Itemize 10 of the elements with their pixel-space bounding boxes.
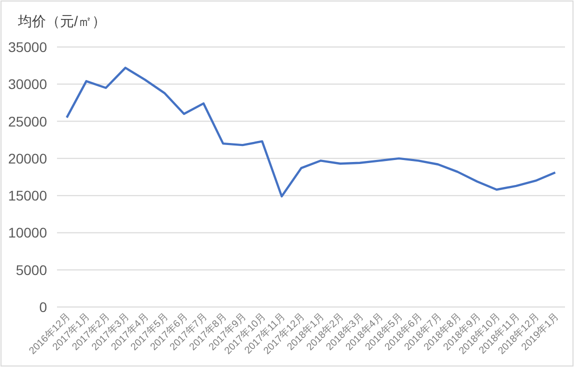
y-tick-label: 30000 <box>8 76 48 92</box>
y-tick-label: 15000 <box>8 188 48 204</box>
line-series <box>66 66 556 198</box>
y-tick-label: 20000 <box>8 150 48 166</box>
y-tick-label: 35000 <box>8 39 48 55</box>
y-tick-label: 10000 <box>8 224 48 241</box>
y-tick-label: 5000 <box>16 262 48 278</box>
y-axis-title: 均价（元/㎡） <box>17 13 106 29</box>
y-tick-label: 0 <box>39 299 48 315</box>
y-tick-label: 25000 <box>8 113 48 130</box>
